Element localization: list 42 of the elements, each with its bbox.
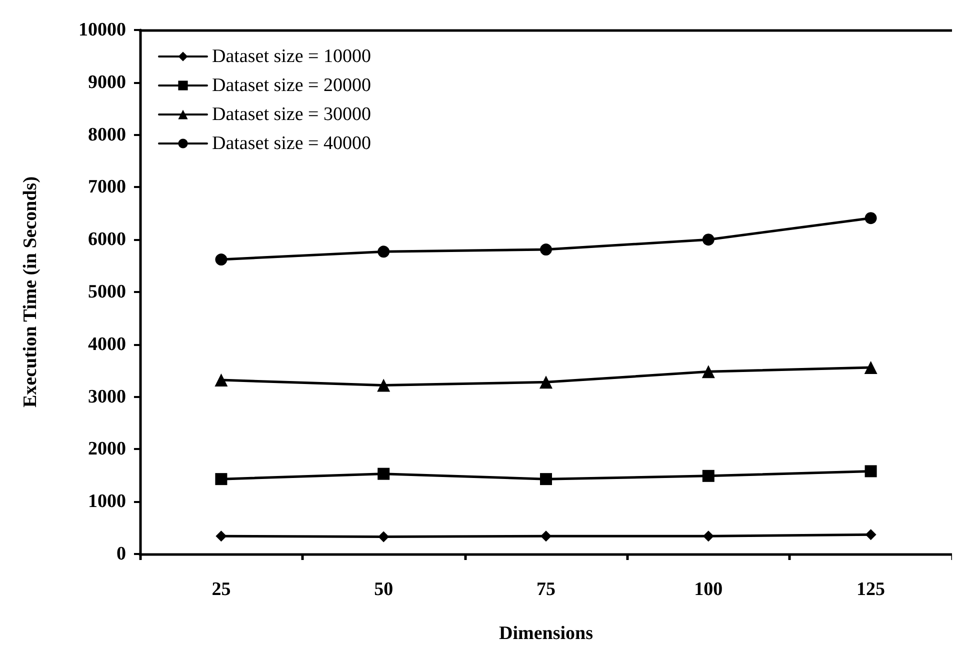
- x-tick-label: 75: [536, 579, 556, 600]
- point: [540, 473, 552, 486]
- point: [702, 365, 715, 378]
- y-tick-label: 10000: [78, 20, 126, 40]
- legend-label: Dataset size = 40000: [212, 133, 371, 154]
- y-tick-label: 6000: [88, 229, 126, 250]
- point: [864, 212, 877, 224]
- y-tick-label: 8000: [88, 124, 126, 146]
- y-tick-label: 7000: [88, 176, 126, 198]
- point: [540, 530, 552, 542]
- legend-label: Dataset size = 10000: [212, 46, 371, 67]
- x-tick-label: 125: [856, 579, 886, 600]
- y-tick-label: 1000: [88, 491, 126, 512]
- x-tick-label: 100: [694, 579, 723, 600]
- y-tick-label: 0: [116, 544, 126, 564]
- y-tick-label: 4000: [88, 334, 126, 355]
- point: [702, 530, 714, 542]
- legend-label: Dataset size = 20000: [212, 75, 371, 96]
- point: [215, 473, 228, 486]
- point: [377, 378, 390, 392]
- point: [702, 470, 714, 482]
- point: [378, 468, 390, 480]
- point: [702, 234, 714, 246]
- point: [540, 244, 552, 256]
- point: [864, 465, 877, 478]
- point: [865, 529, 876, 540]
- x-tick-label: 50: [374, 579, 394, 600]
- y-tick-label: 5000: [88, 282, 126, 302]
- point: [214, 374, 228, 387]
- x-axis-title: Dimensions: [499, 623, 593, 644]
- point: [215, 254, 228, 266]
- y-tick-label: 9000: [88, 72, 126, 93]
- y-axis-title: Execution Time (in Seconds): [20, 176, 41, 408]
- point: [864, 360, 878, 374]
- x-tick-label: 25: [212, 579, 231, 600]
- point: [216, 530, 227, 542]
- point: [378, 531, 390, 542]
- y-tick-label: 3000: [88, 386, 126, 408]
- point: [378, 246, 390, 258]
- point: [540, 376, 552, 389]
- legend-label: Dataset size = 30000: [212, 104, 371, 125]
- y-tick-label: 2000: [88, 438, 126, 460]
